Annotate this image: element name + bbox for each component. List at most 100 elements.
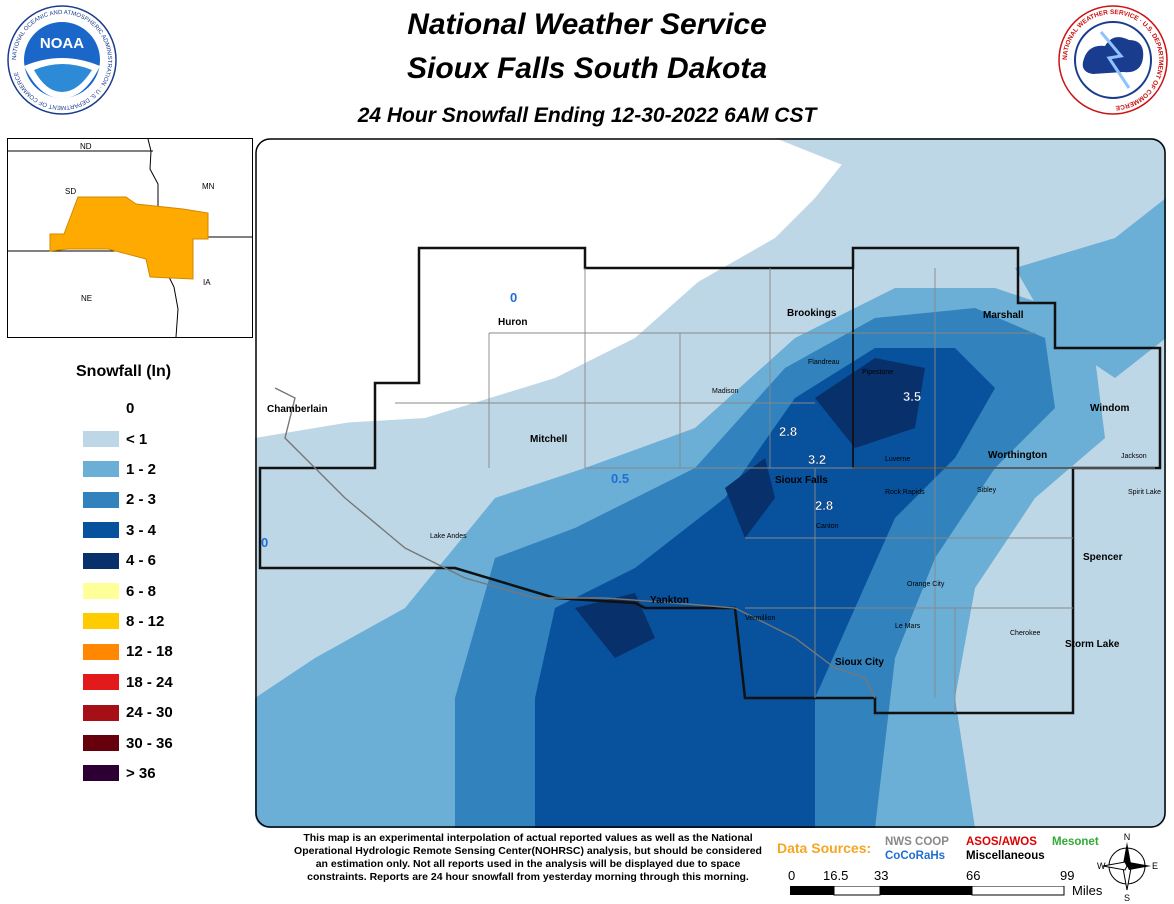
- legend-label: 8 - 12: [126, 612, 165, 630]
- map-subtitle: 24 Hour Snowfall Ending 12-30-2022 6AM C…: [357, 104, 817, 127]
- legend-label: 24 - 30: [126, 704, 173, 722]
- legend-swatch: [83, 735, 119, 751]
- legend-swatch: [83, 643, 119, 660]
- town-label: Le Mars: [895, 623, 921, 630]
- compass-w: W: [1097, 861, 1106, 871]
- town-label: Spirit Lake: [1128, 489, 1161, 496]
- legend-label: 6 - 8: [126, 582, 157, 600]
- snowfall-observation: 0: [261, 535, 268, 550]
- snow-band-4-6-a: [815, 358, 925, 448]
- no-snow-area: [255, 138, 775, 428]
- snowfall-map: Huron Brookings Marshall Chamberlain Mitchel…: [255, 138, 1166, 828]
- legend-label: 1 - 2: [126, 460, 157, 478]
- legend-item: > 36: [83, 765, 156, 782]
- page-title-line2: Sioux Falls South Dakota: [406, 52, 768, 85]
- compass-rose-icon: N S W E: [1097, 832, 1158, 902]
- legend-item: 3 - 4: [83, 522, 156, 539]
- scale-tick-0: 0: [788, 868, 796, 883]
- town-label: Lake Andes: [430, 533, 467, 540]
- town-label: Flandreau: [808, 359, 840, 366]
- legend-label: 4 - 6: [126, 552, 157, 570]
- snowfall-observation: 0.5: [611, 471, 629, 486]
- legend-item: 12 - 18: [83, 643, 173, 661]
- legend-item: 4 - 6: [83, 552, 157, 570]
- data-source-misc: Miscellaneous: [966, 850, 1045, 862]
- inset-label-nd: ND: [80, 142, 92, 151]
- city-label: Spencer: [1083, 552, 1123, 563]
- legend-label: 2 - 3: [126, 491, 157, 509]
- legend-swatch: [83, 431, 119, 447]
- legend-swatch: [83, 613, 119, 630]
- data-source-mesonet: Mesonet: [1052, 836, 1099, 848]
- city-label: Worthington: [988, 450, 1047, 461]
- cwa-boundary: [258, 246, 1162, 715]
- county-lines: [395, 268, 1155, 713]
- legend-swatch: [83, 552, 119, 569]
- city-label: Chamberlain: [267, 404, 328, 415]
- snowfall-observation: 2.8: [815, 498, 833, 513]
- compass-s: S: [1124, 893, 1130, 902]
- disclaimer-text: This map is an experimental interpolatio…: [294, 832, 762, 883]
- city-label: Brookings: [787, 308, 837, 319]
- snowfall-observation: 3.2: [808, 452, 826, 467]
- city-label: Mitchell: [530, 434, 567, 445]
- town-label: Canton: [816, 523, 839, 530]
- inset-label-sd: SD: [65, 187, 76, 196]
- town-label: Sibley: [977, 487, 997, 494]
- scale-unit: Miles: [1072, 883, 1103, 898]
- data-source-cocorahs: CoCoRaHs: [885, 850, 946, 862]
- compass-e: E: [1152, 861, 1158, 871]
- legend-zero-label: 0: [126, 400, 135, 417]
- legend-item: 24 - 30: [83, 704, 173, 722]
- town-label: Rock Rapids: [885, 489, 925, 496]
- legend-item: 18 - 24: [83, 674, 173, 691]
- legend-swatch: [83, 522, 119, 539]
- snow-band-4-6-c: [575, 593, 655, 658]
- town-label: Cherokee: [1010, 630, 1040, 637]
- snow-band-1-2-ne: [1015, 198, 1166, 378]
- legend-item: 6 - 8: [83, 582, 157, 600]
- scale-tick-66: 66: [966, 868, 981, 883]
- missouri-river: [274, 387, 876, 699]
- town-label: Vermillion: [745, 615, 775, 622]
- town-label: Madison: [712, 388, 739, 395]
- noaa-logo: NOAA NATIONAL OCEANIC AND ATMOSPHERIC AD…: [7, 5, 117, 115]
- legend-swatch: [83, 491, 119, 508]
- snowfall-observation: 2.8: [779, 424, 797, 439]
- city-label: Yankton: [650, 595, 689, 606]
- legend-item: 8 - 12: [83, 612, 165, 630]
- scale-tick-99: 99: [1060, 868, 1075, 883]
- city-label: Storm Lake: [1065, 639, 1120, 650]
- legend-item: < 1: [83, 431, 147, 448]
- inset-label-mn: MN: [202, 182, 215, 191]
- inset-label-ne: NE: [81, 294, 92, 303]
- legend-title: Snowfall (In): [76, 363, 172, 380]
- legend-label: 30 - 36: [126, 734, 173, 752]
- legend-swatch: [83, 461, 119, 478]
- snowfall-observation: 0: [510, 290, 517, 305]
- town-label: Jackson: [1121, 453, 1147, 460]
- data-source-asos-awos: ASOS/AWOS: [966, 836, 1037, 848]
- snow-band-4-6-b: [725, 458, 775, 538]
- page-title-line1: National Weather Service: [407, 8, 767, 41]
- snowfall-observation: 3.5: [903, 389, 921, 404]
- legend-swatch: [83, 704, 119, 721]
- city-label: Huron: [498, 317, 527, 328]
- city-label: Sioux Falls: [775, 475, 828, 486]
- legend-label: 12 - 18: [126, 643, 173, 661]
- inset-locator-map: ND SD MN NE IA: [7, 138, 253, 338]
- legend-item: 1 - 2: [83, 460, 157, 478]
- city-label: Marshall: [983, 310, 1024, 321]
- legend-swatch: [83, 583, 119, 599]
- data-sources-title: Data Sources:: [777, 840, 872, 856]
- inset-highlight-area: [49, 196, 209, 280]
- town-label: Pipestone: [862, 369, 893, 376]
- legend-item: 2 - 3: [83, 491, 157, 509]
- nws-logo: NATIONAL WEATHER SERVICE · U.S. DEPARTME…: [1058, 5, 1168, 115]
- town-label: Orange City: [907, 581, 945, 588]
- legend-item: 30 - 36: [83, 734, 173, 752]
- compass-n: N: [1124, 832, 1131, 842]
- town-label: Luverne: [885, 456, 910, 463]
- city-label: Windom: [1090, 403, 1129, 414]
- inset-label-ia: IA: [203, 278, 211, 287]
